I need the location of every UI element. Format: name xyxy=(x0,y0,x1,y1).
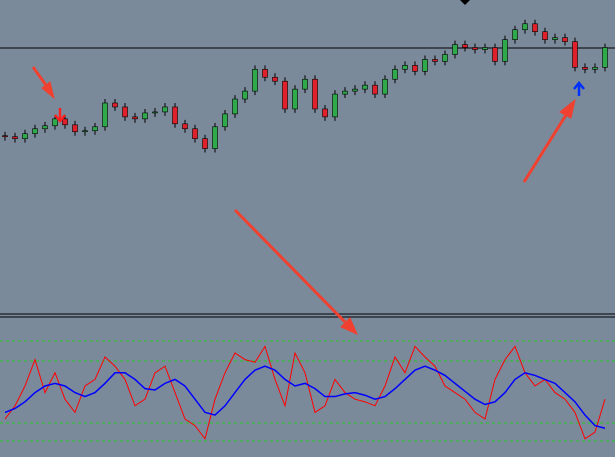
candle-body xyxy=(432,59,438,62)
candle-body xyxy=(372,84,378,95)
candle-body xyxy=(502,39,508,62)
candle-body xyxy=(142,112,148,120)
sell-signal xyxy=(54,108,66,123)
candle-body xyxy=(32,128,38,135)
candle-body xyxy=(382,78,388,95)
candle-body xyxy=(392,69,398,80)
arrow xyxy=(522,114,568,183)
candle-body xyxy=(322,108,328,118)
candle-body xyxy=(602,47,608,68)
candle-body xyxy=(72,124,78,133)
candle-body xyxy=(112,102,118,108)
levels xyxy=(0,340,615,442)
candle-body xyxy=(572,41,578,68)
candle-body xyxy=(152,111,158,114)
candle-body xyxy=(102,102,108,128)
candle-body xyxy=(312,78,318,110)
candle-body xyxy=(272,76,278,82)
candle-body xyxy=(132,116,138,120)
candle-body xyxy=(452,44,458,55)
candle-body xyxy=(302,78,308,90)
candle-body xyxy=(402,65,408,70)
candle-body xyxy=(482,47,488,50)
candle-body xyxy=(22,133,28,139)
candle-body xyxy=(182,123,188,130)
candle-body xyxy=(582,67,588,70)
candle-body xyxy=(422,59,428,72)
arrow xyxy=(31,66,50,89)
candle-body xyxy=(2,135,8,137)
candle-body xyxy=(122,106,128,118)
candle-body xyxy=(532,23,538,32)
candle-body xyxy=(472,47,478,50)
candle-body xyxy=(212,126,218,149)
oscillator-line xyxy=(4,345,606,440)
candle-body xyxy=(62,118,68,126)
candle-body xyxy=(462,44,468,48)
candle-body xyxy=(352,88,358,92)
annotations xyxy=(31,66,576,335)
candle-body xyxy=(442,54,448,62)
candle-body xyxy=(562,37,568,42)
candle-body xyxy=(232,98,238,115)
candle-body xyxy=(82,130,88,133)
marks xyxy=(2,19,608,440)
marker xyxy=(460,0,470,5)
candle-body xyxy=(332,93,338,118)
candle-body xyxy=(192,128,198,139)
arrow-head xyxy=(340,317,358,335)
candle-body xyxy=(542,31,548,40)
candle-body xyxy=(92,126,98,132)
candle-body xyxy=(162,106,168,113)
candle-body xyxy=(492,47,498,62)
candle-body xyxy=(52,118,58,127)
candle-body xyxy=(262,69,268,78)
candle-body xyxy=(12,136,18,139)
candle-body xyxy=(512,29,518,40)
candle-body xyxy=(202,138,208,149)
arrow-head xyxy=(41,81,55,100)
candle-body xyxy=(412,65,418,72)
candle-body xyxy=(222,113,228,128)
candle-body xyxy=(592,67,598,70)
candle-body xyxy=(292,88,298,110)
candle-body xyxy=(342,90,348,95)
candle-body xyxy=(172,106,178,125)
arrow xyxy=(233,208,347,324)
candle-body xyxy=(252,69,258,92)
candle-body xyxy=(242,90,248,100)
candle-body xyxy=(282,80,288,110)
candle-body xyxy=(362,84,368,90)
arrow-head xyxy=(559,98,576,119)
buy-signal xyxy=(573,81,585,96)
candle-body xyxy=(522,23,528,31)
candle-body xyxy=(42,125,48,130)
oscillator-line xyxy=(4,365,606,429)
candle-body xyxy=(552,37,558,40)
